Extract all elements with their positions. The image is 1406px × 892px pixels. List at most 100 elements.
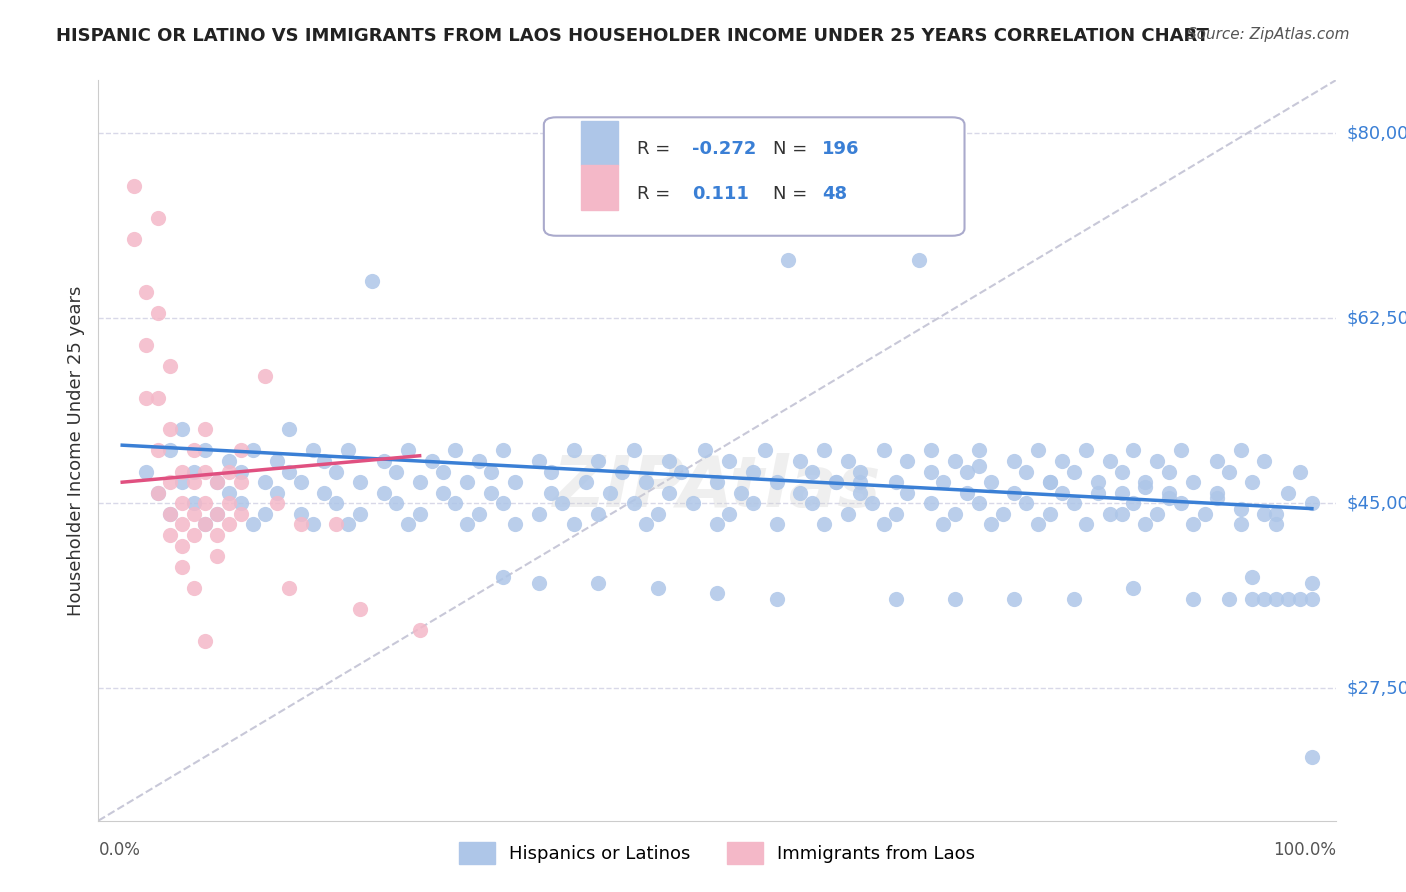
- Point: [266, 496, 288, 510]
- Point: [1111, 465, 1133, 479]
- Point: [610, 465, 633, 479]
- Text: 48: 48: [823, 186, 848, 203]
- Point: [1146, 454, 1168, 468]
- Point: [1063, 465, 1085, 479]
- Point: [741, 496, 763, 510]
- Point: [1241, 475, 1264, 490]
- Point: [503, 517, 526, 532]
- Point: [671, 465, 693, 479]
- Point: [492, 570, 515, 584]
- Point: [159, 359, 181, 373]
- Point: [1135, 517, 1157, 532]
- Point: [325, 465, 347, 479]
- Point: [207, 549, 229, 564]
- Point: [1159, 491, 1181, 505]
- Point: [586, 454, 609, 468]
- Point: [1181, 591, 1204, 606]
- Point: [980, 517, 1002, 532]
- Point: [314, 485, 336, 500]
- Point: [527, 575, 550, 590]
- Point: [1170, 496, 1192, 510]
- Point: [242, 517, 264, 532]
- Point: [183, 528, 205, 542]
- Point: [1039, 475, 1062, 490]
- Point: [242, 443, 264, 458]
- Point: [183, 475, 205, 490]
- Point: [479, 465, 502, 479]
- Point: [170, 559, 193, 574]
- Point: [456, 475, 478, 490]
- Point: [1159, 485, 1181, 500]
- Point: [789, 454, 811, 468]
- Point: [194, 633, 217, 648]
- Point: [290, 475, 312, 490]
- Point: [647, 507, 669, 521]
- Point: [1229, 501, 1251, 516]
- Point: [122, 232, 145, 246]
- Point: [920, 465, 942, 479]
- Point: [1087, 475, 1109, 490]
- Point: [1194, 507, 1216, 521]
- Point: [896, 454, 918, 468]
- Text: 100.0%: 100.0%: [1272, 841, 1336, 859]
- Point: [194, 443, 217, 458]
- Point: [849, 465, 872, 479]
- Point: [789, 485, 811, 500]
- Text: R =: R =: [637, 186, 676, 203]
- Point: [967, 496, 990, 510]
- Point: [527, 507, 550, 521]
- Point: [801, 465, 824, 479]
- Text: N =: N =: [773, 139, 813, 158]
- Point: [849, 485, 872, 500]
- Point: [1050, 454, 1073, 468]
- Point: [135, 285, 157, 299]
- Point: [884, 475, 907, 490]
- Point: [503, 475, 526, 490]
- Point: [825, 475, 848, 490]
- Point: [146, 211, 169, 225]
- Point: [159, 422, 181, 436]
- Point: [170, 475, 193, 490]
- Text: $45,000: $45,000: [1347, 494, 1406, 512]
- Point: [956, 485, 979, 500]
- Point: [314, 454, 336, 468]
- Point: [253, 475, 276, 490]
- Point: [349, 602, 371, 616]
- Point: [170, 422, 193, 436]
- Point: [456, 517, 478, 532]
- Point: [1301, 750, 1323, 764]
- Point: [218, 517, 240, 532]
- Point: [540, 485, 562, 500]
- Point: [1265, 507, 1288, 521]
- Point: [1181, 517, 1204, 532]
- Point: [647, 581, 669, 595]
- Point: [741, 465, 763, 479]
- Point: [658, 485, 681, 500]
- Point: [682, 496, 704, 510]
- Point: [1135, 475, 1157, 490]
- Point: [717, 507, 740, 521]
- Point: [1111, 485, 1133, 500]
- Point: [159, 507, 181, 521]
- Text: 0.111: 0.111: [692, 186, 749, 203]
- Point: [1170, 443, 1192, 458]
- Point: [408, 507, 430, 521]
- Point: [266, 485, 288, 500]
- Point: [194, 517, 217, 532]
- Point: [266, 454, 288, 468]
- Point: [540, 465, 562, 479]
- Point: [1205, 491, 1227, 505]
- Point: [396, 443, 419, 458]
- Point: [623, 443, 645, 458]
- Point: [492, 496, 515, 510]
- Point: [1218, 591, 1240, 606]
- Point: [872, 443, 894, 458]
- Point: [706, 586, 728, 600]
- Point: [599, 485, 621, 500]
- Point: [1074, 443, 1097, 458]
- Point: [943, 454, 966, 468]
- Point: [801, 496, 824, 510]
- Point: [1181, 475, 1204, 490]
- Point: [872, 517, 894, 532]
- Point: [231, 496, 253, 510]
